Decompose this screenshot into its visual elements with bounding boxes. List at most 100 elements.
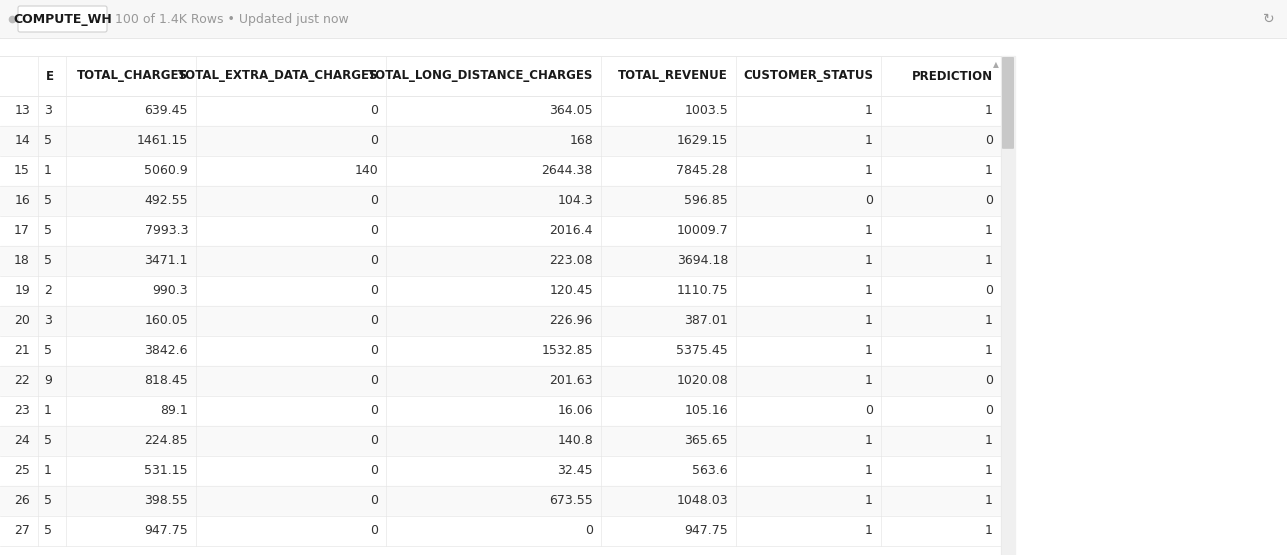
Bar (0, 126, 1001, 156)
Text: 1: 1 (865, 134, 873, 148)
Text: 0: 0 (369, 315, 378, 327)
Text: 2644.38: 2644.38 (542, 164, 593, 178)
Text: 5: 5 (44, 435, 51, 447)
Text: 201.63: 201.63 (550, 375, 593, 387)
Text: 0: 0 (369, 225, 378, 238)
Text: 5: 5 (44, 255, 51, 268)
Text: TOTAL_REVENUE: TOTAL_REVENUE (618, 69, 728, 83)
Text: 990.3: 990.3 (152, 285, 188, 297)
Text: 104.3: 104.3 (557, 194, 593, 208)
Bar (0, 426, 1001, 456)
Text: 22: 22 (14, 375, 30, 387)
Text: 5060.9: 5060.9 (144, 164, 188, 178)
Text: 1: 1 (865, 104, 873, 118)
Text: 160.05: 160.05 (144, 315, 188, 327)
Bar (0, 216, 1001, 246)
Text: 1: 1 (985, 345, 994, 357)
Text: 140: 140 (354, 164, 378, 178)
Text: 1: 1 (865, 285, 873, 297)
Text: 1: 1 (985, 164, 994, 178)
Text: 1461.15: 1461.15 (136, 134, 188, 148)
Text: 0: 0 (369, 194, 378, 208)
Text: 27: 27 (14, 524, 30, 537)
Text: 1: 1 (985, 435, 994, 447)
Text: 531.15: 531.15 (144, 465, 188, 477)
Text: 1: 1 (865, 315, 873, 327)
Text: 1110.75: 1110.75 (677, 285, 728, 297)
Text: 140.8: 140.8 (557, 435, 593, 447)
Text: 639.45: 639.45 (144, 104, 188, 118)
Text: 3: 3 (44, 104, 51, 118)
Text: 1: 1 (985, 104, 994, 118)
Text: 1: 1 (44, 465, 51, 477)
Text: 16.06: 16.06 (557, 405, 593, 417)
Text: 1: 1 (44, 405, 51, 417)
Text: 226.96: 226.96 (550, 315, 593, 327)
Text: 1: 1 (985, 465, 994, 477)
Text: 1629.15: 1629.15 (677, 134, 728, 148)
Text: 19: 19 (14, 285, 30, 297)
Text: E: E (46, 69, 54, 83)
Text: 947.75: 947.75 (144, 524, 188, 537)
Text: 398.55: 398.55 (144, 495, 188, 507)
Bar (0, 38, 1287, 56)
Text: 1: 1 (865, 255, 873, 268)
Text: 0: 0 (586, 524, 593, 537)
Text: 120.45: 120.45 (550, 285, 593, 297)
Text: 5: 5 (44, 524, 51, 537)
Text: 5: 5 (44, 345, 51, 357)
Text: TOTAL_LONG_DISTANCE_CHARGES: TOTAL_LONG_DISTANCE_CHARGES (368, 69, 593, 83)
Text: 0: 0 (985, 405, 994, 417)
Text: CUSTOMER_STATUS: CUSTOMER_STATUS (743, 69, 873, 83)
Text: 0: 0 (369, 345, 378, 357)
Text: 2: 2 (44, 285, 51, 297)
Bar (0, 456, 1001, 486)
Text: 24: 24 (14, 435, 30, 447)
Text: 21: 21 (14, 345, 30, 357)
Text: 5: 5 (44, 134, 51, 148)
Bar (0, 156, 1001, 186)
Text: 5375.45: 5375.45 (676, 345, 728, 357)
Text: 1: 1 (44, 164, 51, 178)
Text: 1: 1 (985, 524, 994, 537)
Text: 1048.03: 1048.03 (677, 495, 728, 507)
Text: 365.65: 365.65 (685, 435, 728, 447)
Text: 1: 1 (985, 255, 994, 268)
Text: 0: 0 (369, 375, 378, 387)
Text: 17: 17 (14, 225, 30, 238)
Text: 0: 0 (985, 134, 994, 148)
Text: 492.55: 492.55 (144, 194, 188, 208)
Text: 2016.4: 2016.4 (550, 225, 593, 238)
Text: 673.55: 673.55 (550, 495, 593, 507)
Text: 364.05: 364.05 (550, 104, 593, 118)
Bar (0, 486, 1001, 516)
Text: 0: 0 (369, 104, 378, 118)
Text: 0: 0 (985, 194, 994, 208)
Text: ↻: ↻ (1264, 12, 1275, 26)
Text: 9: 9 (44, 375, 51, 387)
Text: 0: 0 (369, 255, 378, 268)
Text: 0: 0 (369, 495, 378, 507)
Text: 1: 1 (865, 375, 873, 387)
Text: 1020.08: 1020.08 (676, 375, 728, 387)
Text: 10009.7: 10009.7 (676, 225, 728, 238)
Text: 1: 1 (985, 225, 994, 238)
Text: 818.45: 818.45 (144, 375, 188, 387)
Text: 223.08: 223.08 (550, 255, 593, 268)
Text: 25: 25 (14, 465, 30, 477)
Bar (0, 0, 1287, 38)
Text: 1003.5: 1003.5 (685, 104, 728, 118)
Text: 15: 15 (14, 164, 30, 178)
Text: 0: 0 (369, 465, 378, 477)
Text: 0: 0 (369, 285, 378, 297)
Text: 7845.28: 7845.28 (676, 164, 728, 178)
Text: 1: 1 (865, 164, 873, 178)
Text: 20: 20 (14, 315, 30, 327)
Text: 1: 1 (865, 495, 873, 507)
Text: 3842.6: 3842.6 (144, 345, 188, 357)
Bar (0, 276, 1001, 306)
Text: PREDICTION: PREDICTION (912, 69, 994, 83)
Text: 563.6: 563.6 (692, 465, 728, 477)
Text: 1: 1 (865, 524, 873, 537)
Text: 26: 26 (14, 495, 30, 507)
